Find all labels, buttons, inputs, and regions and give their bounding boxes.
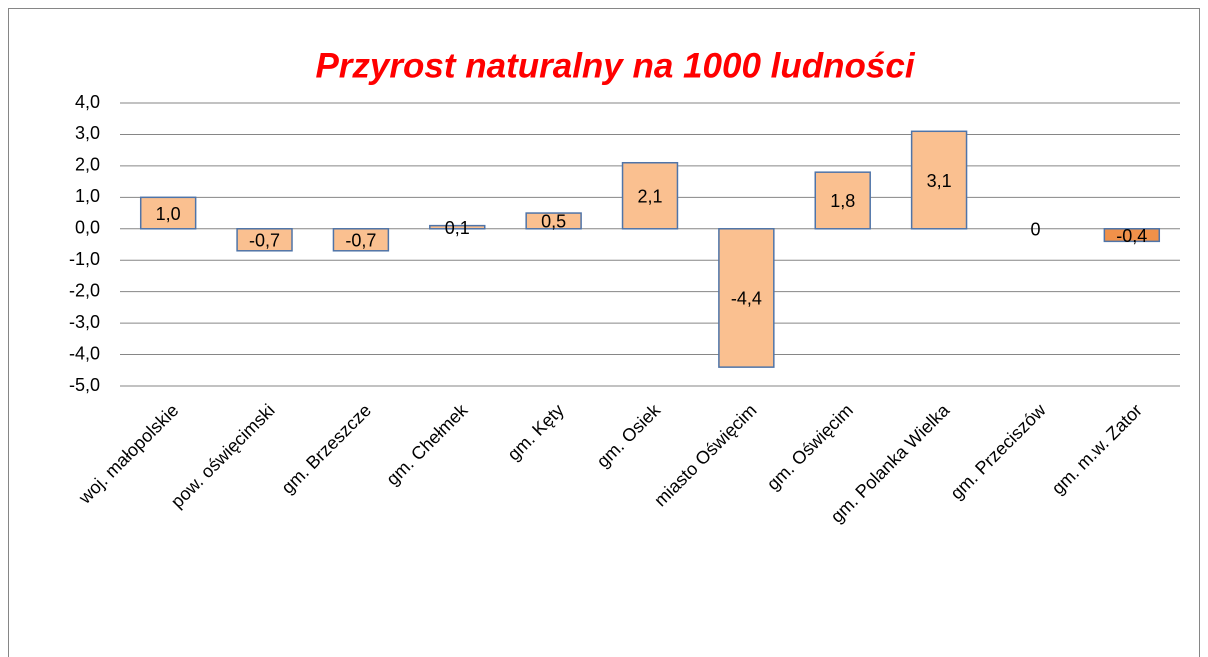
data-label: 0	[1030, 220, 1040, 240]
bar	[1103, 228, 1161, 243]
bar	[139, 196, 197, 230]
bar	[525, 212, 582, 230]
data-label: -0,7	[345, 231, 376, 251]
bar	[718, 228, 775, 368]
y-tick-label: -5,0	[69, 375, 100, 395]
data-label: -4,4	[731, 289, 762, 309]
bar	[236, 228, 293, 252]
data-label: -0,4	[1116, 226, 1147, 246]
bar	[910, 130, 968, 230]
y-tick-label: 1,0	[75, 186, 100, 206]
chart-frame	[8, 8, 1200, 657]
data-label: 0,1	[445, 218, 470, 238]
data-label: 1,0	[156, 204, 181, 224]
bar	[621, 161, 679, 230]
y-tick-label: -3,0	[69, 312, 100, 332]
data-label: 2,1	[637, 187, 662, 207]
y-tick-label: 2,0	[75, 155, 100, 175]
y-tick-label: -2,0	[69, 280, 100, 300]
y-tick-label: 0,0	[75, 218, 100, 238]
data-label: 0,5	[541, 212, 566, 232]
y-tick-label: -1,0	[69, 249, 100, 269]
data-label: -0,7	[249, 231, 280, 251]
bar	[429, 224, 486, 230]
data-label: 1,8	[830, 191, 855, 211]
y-tick-label: -4,0	[69, 343, 100, 363]
chart-title: Przyrost naturalny na 1000 ludności	[315, 46, 915, 85]
y-tick-label: 4,0	[75, 92, 100, 112]
bar	[814, 171, 871, 230]
data-label: 3,1	[927, 171, 952, 191]
y-tick-label: 3,0	[75, 123, 100, 143]
bar	[332, 228, 390, 252]
